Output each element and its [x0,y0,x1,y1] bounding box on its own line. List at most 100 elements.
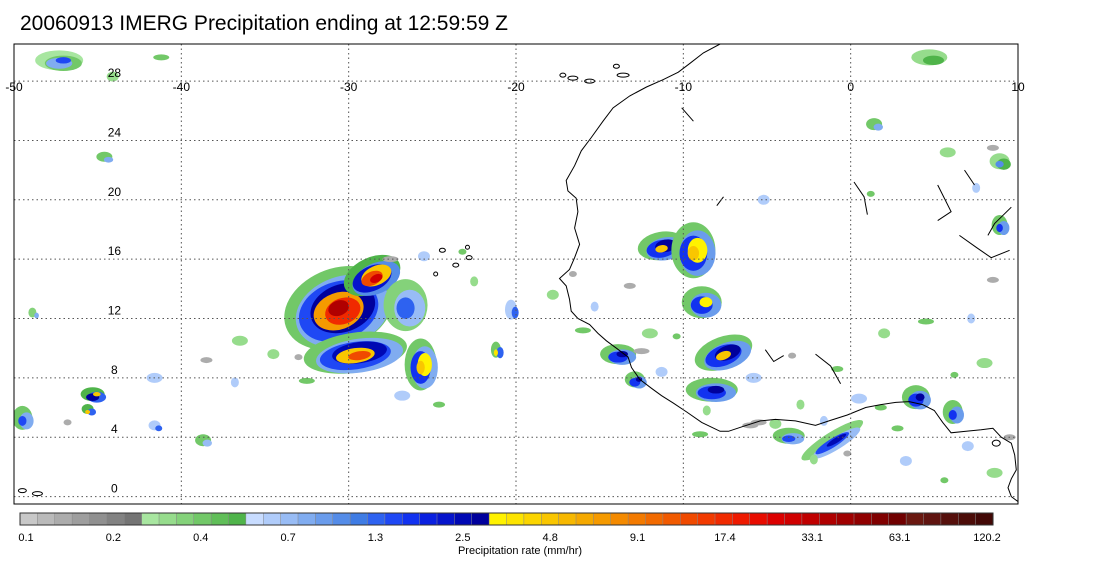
precip-fleck [623,282,636,289]
precip-fleck [568,271,577,277]
precip-cell [511,306,519,319]
colorbar-tick-label: 2.5 [455,532,470,544]
colorbar-swatch [662,512,681,526]
precip-fleck [590,301,599,312]
latitude-tick-label: 20 [108,185,122,199]
inland-water-outline [987,206,1012,236]
precip-fleck [298,377,315,384]
precip-cell [55,57,71,64]
precip-fleck [940,477,949,484]
precip-fleck [851,393,868,404]
precip-fleck [106,71,119,82]
inland-water-outline [815,353,842,385]
precip-fleck [230,377,239,388]
colorbar-frame [19,512,994,526]
colorbar-swatch [923,512,942,526]
island-outline [452,262,460,268]
precip-fleck [382,256,399,263]
precip-cell [948,410,957,420]
inland-water-outline [964,169,975,186]
precip-fleck [63,419,72,426]
precip-fleck [267,349,280,360]
precip-fleck [976,358,993,369]
graticule [14,44,1018,504]
inland-water-outline [959,234,1010,259]
latitude-labels: 0 4 8 12 16 20 24 28 [108,66,122,495]
precip-cell [826,433,847,447]
precip-fleck [231,335,248,346]
precip-fleck [878,328,891,339]
colorbar-swatch [37,512,56,526]
colorbar-tick-label: 0.1 [18,532,33,544]
island-outline [433,271,439,277]
precip-cell [707,385,725,394]
colorbar-swatch [506,512,525,526]
latitude-tick-label: 12 [108,304,122,318]
colorbar-swatch [853,512,872,526]
colorbar-swatch [523,512,542,526]
colorbar-swatch [245,512,264,526]
precip-fleck [200,357,213,364]
colorbar-swatch [558,512,577,526]
precip-fleck [972,182,981,193]
island-outline [17,488,27,494]
colorbar-swatch [975,512,994,526]
precip-fleck [546,289,559,300]
colorbar-swatch [541,512,560,526]
precip-fleck [745,372,762,383]
colorbar-swatch [158,512,177,526]
precip-fleck [967,313,976,324]
colorbar-swatch [228,512,247,526]
colorbar-swatch [367,512,386,526]
precip-fleck [470,276,479,287]
latitude-tick-label: 28 [108,66,122,80]
precip-cell [202,439,212,447]
precip-cell [34,312,39,319]
latitude-tick-label: 24 [108,125,122,139]
island-outline [991,439,1001,447]
precip-fleck [939,147,956,158]
colorbar-swatch [888,512,907,526]
island-outline [616,72,630,78]
colorbar-swatch [349,512,369,526]
island-outline [465,255,473,261]
colorbar: 0.1 0.2 0.4 0.7 1.3 2.5 4.8 9.1 17.4 33.1 63.1 120.… [18,512,1001,544]
precip-fleck [950,371,959,378]
precip-fleck [986,144,999,151]
colorbar-swatch [940,512,959,526]
colorbar-tick-label: 4.8 [543,532,558,544]
colorbar-swatch [610,512,629,526]
latitude-tick-label: 16 [108,244,122,258]
colorbar-swatch [645,512,664,526]
precip-fleck [874,404,887,411]
longitude-labels: -50 -40 -30 -20 -10 0 10 [5,80,1025,94]
colorbar-swatch [332,512,351,526]
colorbar-swatch [697,512,716,526]
precip-fleck [433,401,446,408]
precip-cell [348,351,371,361]
colorbar-swatch [819,512,838,526]
island-outline [31,491,43,497]
colorbar-tick-label: 9.1 [630,532,645,544]
latitude-tick-label: 0 [111,482,118,496]
precip-fleck [866,190,875,197]
colorbar-swatch [280,512,299,526]
precip-fleck [633,348,650,355]
precip-cell [782,435,796,443]
african-coastline [558,44,1018,503]
longitude-tick-label: -10 [675,80,693,94]
precip-cell [873,123,883,131]
colorbar-swatch [384,512,403,526]
precipitation-field [14,49,1016,484]
precip-cell [699,297,713,308]
inland-water-outline [716,196,724,207]
colorbar-tick-label: 0.7 [280,532,295,544]
precip-fleck [458,248,467,255]
precip-fleck [394,390,411,401]
colorbar-swatch [627,512,647,526]
coastline-layer [17,44,1018,503]
longitude-tick-label: 0 [847,80,854,94]
colorbar-swatch [784,512,803,526]
colorbar-swatch [801,512,820,526]
